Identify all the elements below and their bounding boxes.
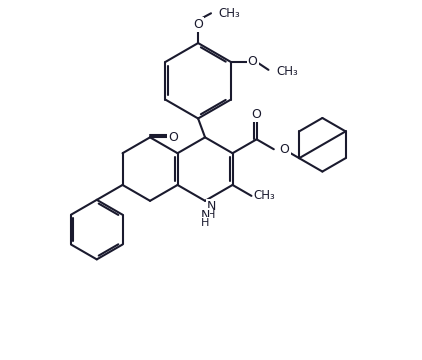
Text: CH₃: CH₃ xyxy=(254,189,275,202)
Text: N: N xyxy=(200,209,210,222)
Text: H: H xyxy=(207,210,215,220)
Text: O: O xyxy=(252,108,262,121)
Text: O: O xyxy=(193,18,203,31)
Text: CH₃: CH₃ xyxy=(276,66,298,78)
Text: O: O xyxy=(280,143,289,156)
Text: CH₃: CH₃ xyxy=(218,7,240,20)
Text: H: H xyxy=(201,218,209,228)
Text: N: N xyxy=(207,200,216,213)
Text: O: O xyxy=(168,131,178,144)
Text: O: O xyxy=(248,55,257,68)
